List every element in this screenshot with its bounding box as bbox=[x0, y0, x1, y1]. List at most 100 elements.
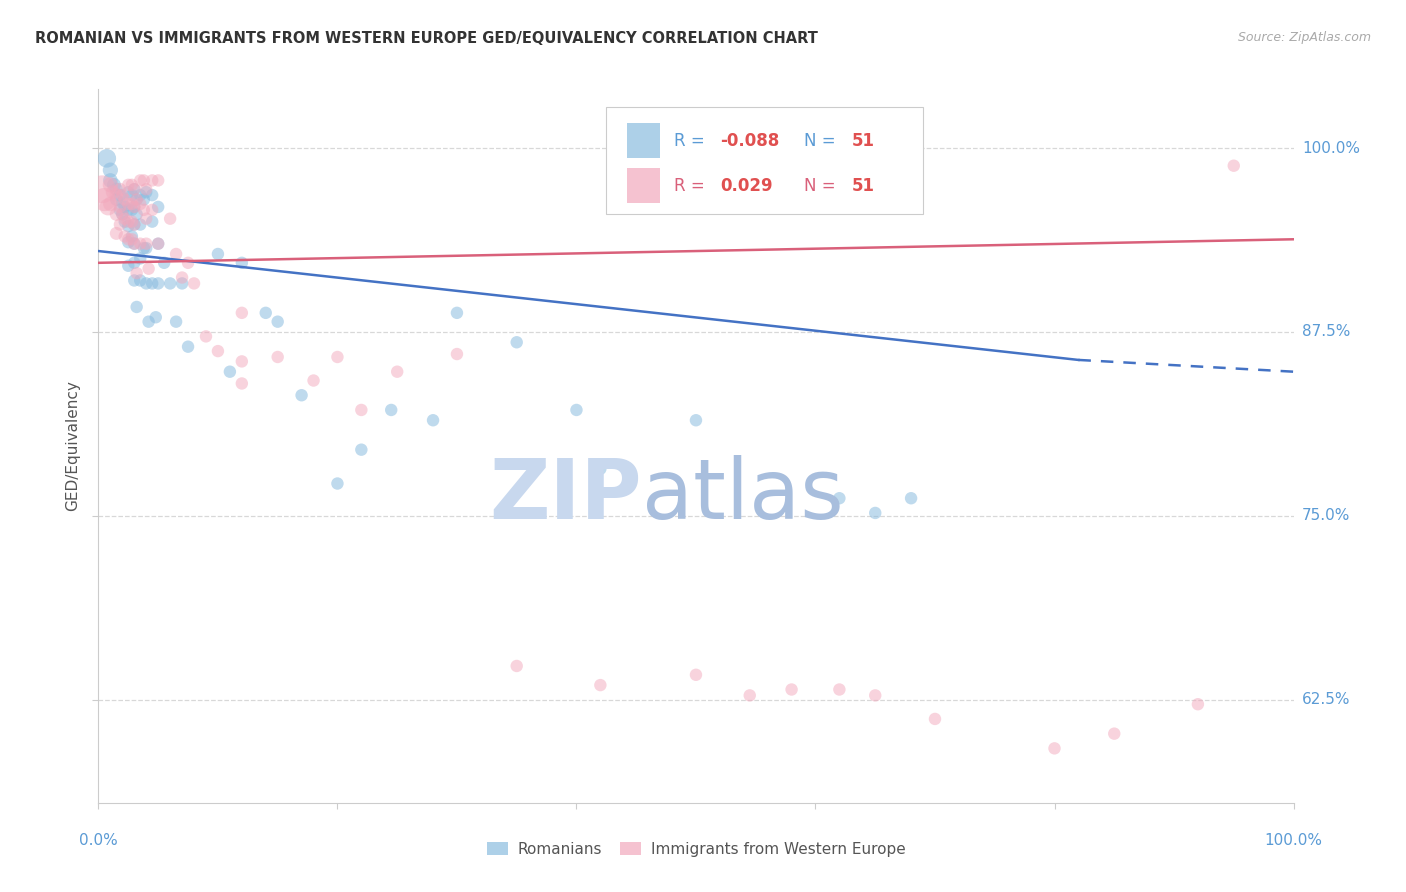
Point bbox=[141, 173, 163, 187]
Point bbox=[117, 235, 139, 250]
Text: N =: N = bbox=[804, 177, 841, 194]
Text: 0.029: 0.029 bbox=[720, 177, 772, 194]
Point bbox=[108, 200, 131, 214]
Point bbox=[350, 403, 373, 417]
Point bbox=[148, 277, 170, 291]
Point bbox=[141, 214, 163, 228]
Point bbox=[780, 682, 803, 697]
Point bbox=[105, 188, 128, 202]
Point bbox=[129, 236, 152, 251]
Point bbox=[117, 214, 139, 228]
Point bbox=[141, 202, 163, 217]
Point bbox=[738, 689, 761, 703]
Point bbox=[98, 197, 122, 211]
Point bbox=[183, 277, 205, 291]
Text: 51: 51 bbox=[852, 177, 875, 194]
Point bbox=[124, 273, 146, 287]
Point bbox=[865, 506, 887, 520]
Point bbox=[121, 178, 143, 192]
Point bbox=[105, 193, 128, 207]
Point bbox=[108, 188, 131, 202]
Point bbox=[135, 277, 157, 291]
Point bbox=[111, 207, 134, 221]
Point bbox=[159, 277, 181, 291]
Point bbox=[506, 659, 529, 673]
Point bbox=[125, 266, 148, 280]
Point bbox=[153, 256, 176, 270]
Point bbox=[589, 678, 612, 692]
Point bbox=[132, 193, 155, 207]
Point bbox=[114, 200, 136, 214]
Point bbox=[91, 182, 114, 196]
Text: 100.0%: 100.0% bbox=[1264, 833, 1323, 848]
Text: -0.088: -0.088 bbox=[720, 132, 779, 150]
Point bbox=[135, 236, 157, 251]
Point bbox=[124, 218, 146, 232]
Point bbox=[138, 315, 160, 329]
Point bbox=[172, 277, 194, 291]
Text: 75.0%: 75.0% bbox=[1302, 508, 1350, 524]
Point bbox=[111, 188, 134, 202]
Point bbox=[124, 256, 146, 270]
Point bbox=[589, 462, 612, 476]
Point bbox=[117, 185, 139, 199]
Point bbox=[326, 350, 349, 364]
Point bbox=[124, 200, 146, 214]
Point bbox=[1223, 159, 1246, 173]
Point bbox=[828, 682, 851, 697]
FancyBboxPatch shape bbox=[606, 107, 922, 214]
Point bbox=[195, 329, 218, 343]
Point bbox=[124, 236, 146, 251]
Point bbox=[385, 365, 409, 379]
Point bbox=[121, 214, 143, 228]
Point bbox=[98, 163, 122, 178]
Point bbox=[177, 340, 200, 354]
Point bbox=[125, 193, 148, 207]
Point bbox=[108, 202, 131, 217]
Point bbox=[231, 354, 253, 368]
Bar bbox=[627, 169, 661, 202]
Point bbox=[129, 197, 152, 211]
Point bbox=[98, 173, 122, 187]
Point bbox=[101, 185, 124, 199]
Point bbox=[125, 193, 148, 207]
Point bbox=[132, 202, 155, 217]
Point bbox=[145, 310, 167, 325]
Point bbox=[135, 211, 157, 226]
Text: 62.5%: 62.5% bbox=[1302, 692, 1350, 707]
Point bbox=[124, 182, 146, 196]
Point bbox=[267, 350, 290, 364]
Point bbox=[124, 200, 146, 214]
Point bbox=[117, 197, 139, 211]
Text: atlas: atlas bbox=[643, 456, 844, 536]
Point bbox=[165, 247, 187, 261]
Point bbox=[172, 270, 194, 285]
Point bbox=[125, 300, 148, 314]
Legend: Romanians, Immigrants from Western Europe: Romanians, Immigrants from Western Europ… bbox=[481, 836, 911, 863]
Point bbox=[117, 178, 139, 192]
Point bbox=[121, 232, 143, 246]
Point bbox=[117, 219, 139, 233]
Point bbox=[446, 306, 468, 320]
Point bbox=[108, 182, 131, 196]
Point bbox=[121, 202, 143, 217]
Point bbox=[121, 197, 143, 211]
Point bbox=[231, 306, 253, 320]
Point bbox=[159, 211, 181, 226]
Point bbox=[114, 229, 136, 244]
Point bbox=[254, 306, 277, 320]
Point bbox=[132, 173, 155, 187]
Text: 87.5%: 87.5% bbox=[1302, 325, 1350, 340]
Point bbox=[105, 227, 128, 241]
Point bbox=[165, 315, 187, 329]
Point bbox=[103, 178, 125, 192]
Point bbox=[129, 273, 152, 287]
Point bbox=[93, 193, 115, 207]
Point bbox=[350, 442, 373, 457]
Point bbox=[219, 365, 242, 379]
Point bbox=[132, 241, 155, 255]
Point bbox=[135, 241, 157, 255]
Point bbox=[685, 667, 707, 681]
Text: 100.0%: 100.0% bbox=[1302, 141, 1360, 155]
Point bbox=[135, 182, 157, 196]
